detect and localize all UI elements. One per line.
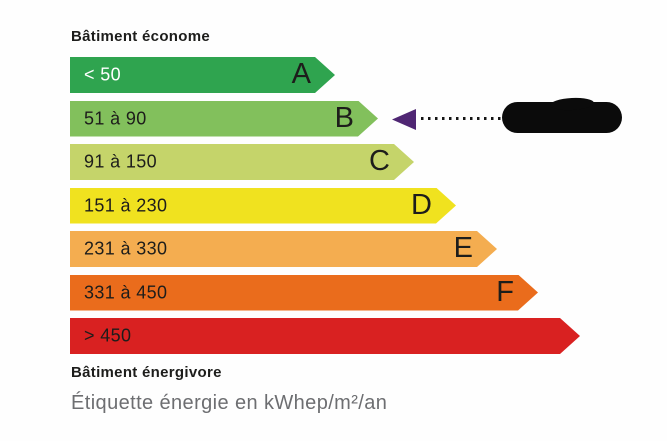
band-g-range-label: > 450	[84, 325, 132, 346]
energy-band-g: > 450	[70, 318, 580, 354]
band-e-range-label: 231 à 330	[84, 238, 168, 259]
band-d-range-label: 151 à 230	[84, 195, 168, 215]
band-a-range-label: < 50	[84, 64, 121, 85]
band-e-letter: E	[453, 231, 473, 264]
economical-building-label: Bâtiment économe	[71, 28, 210, 45]
energy-band-e: 231 à 330 E	[70, 231, 497, 267]
band-d-letter: D	[411, 188, 432, 221]
energy-band-d: 151 à 230 D	[70, 188, 456, 224]
energy-band-b: 51 à 90 B	[70, 101, 378, 137]
band-b-range-label: 51 à 90	[84, 108, 147, 128]
energy-bands: < 50 A 51 à 90 B 91 à 150 C 151 à 230 D …	[70, 57, 580, 362]
band-f-letter: F	[496, 275, 514, 308]
band-c-letter: C	[369, 144, 390, 177]
band-f-range-label: 331 à 450	[84, 282, 168, 302]
band-a-letter: A	[291, 57, 311, 90]
redacted-value	[502, 96, 622, 133]
energy-band-c: 91 à 150 C	[70, 144, 414, 180]
band-b-letter: B	[334, 101, 354, 134]
energy-band-f: 331 à 450 F	[70, 275, 538, 311]
chart-caption: Étiquette énergie en kWhep/m²/an	[71, 392, 388, 414]
energy-hungry-building-label: Bâtiment énergivore	[71, 364, 222, 381]
energy-band-a: < 50 A	[70, 57, 335, 93]
dotted-connector-line	[421, 117, 501, 120]
band-c-range-label: 91 à 150	[84, 151, 157, 172]
